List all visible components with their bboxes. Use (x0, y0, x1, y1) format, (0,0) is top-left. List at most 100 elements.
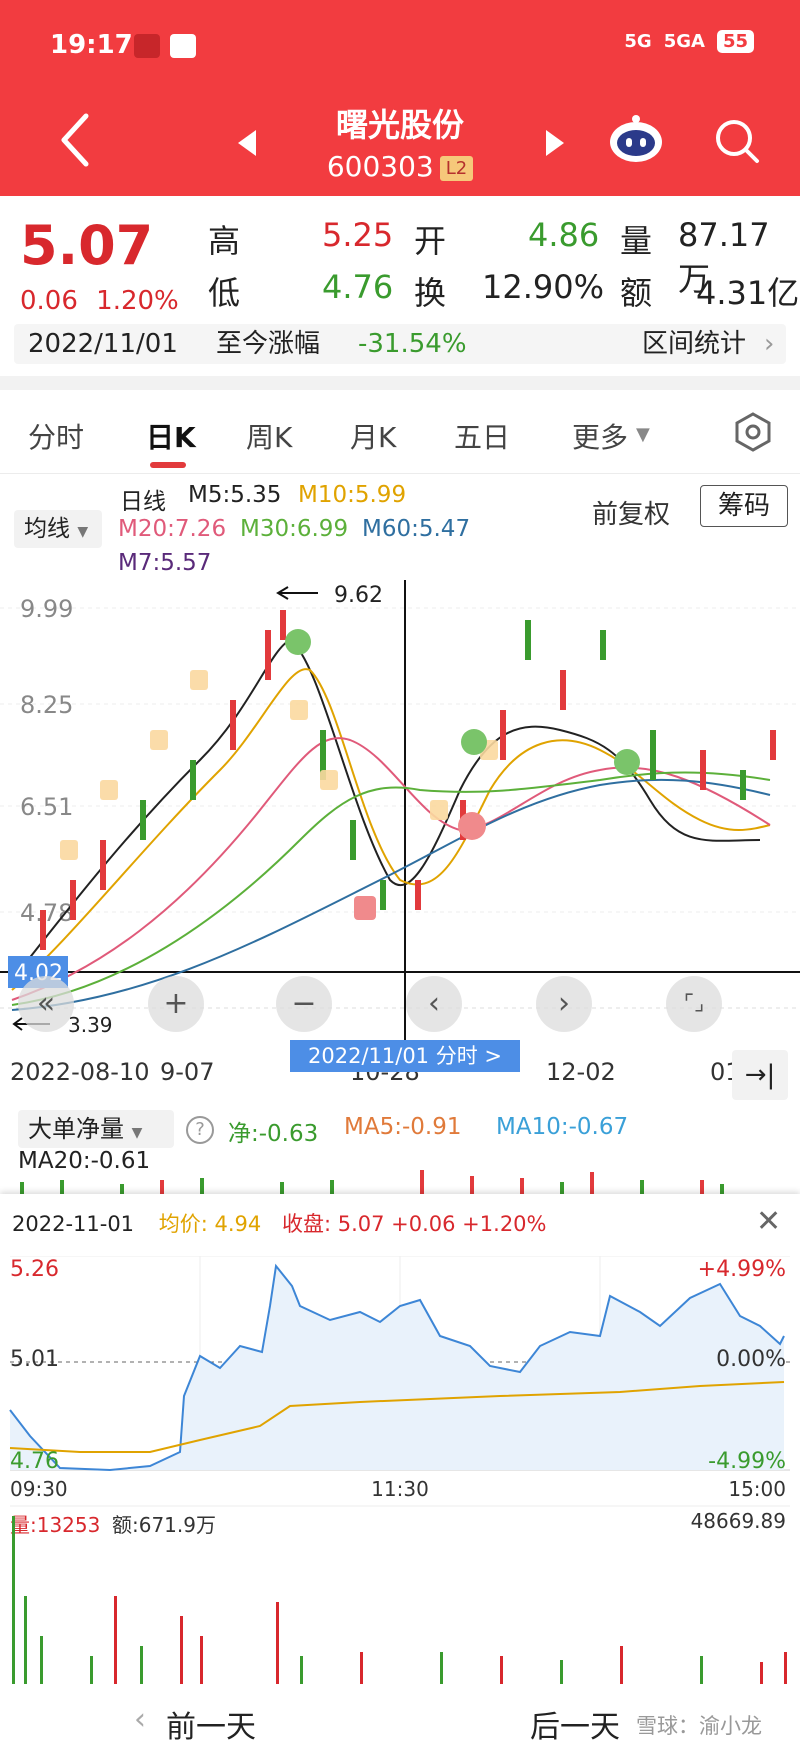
watermark: 雪球：渝小龙 (636, 1714, 762, 1738)
ma30-value: M30:6.99 (240, 516, 349, 542)
amount-value: 4.31亿 (696, 274, 800, 312)
arrow-left-icon (276, 586, 289, 600)
since-label: 至今涨幅 (216, 329, 321, 359)
turnover-value: 12.90% (482, 268, 605, 306)
low-label: 低 (208, 274, 241, 312)
prev-stock-icon[interactable] (238, 130, 256, 156)
zoom-out-button[interactable]: − (276, 976, 332, 1032)
stock-name: 曙光股份 (335, 106, 464, 144)
chip-distribution-button[interactable]: 筹码 (700, 485, 788, 527)
divider (0, 376, 800, 390)
pct-mid: 0.00% (716, 1347, 786, 1372)
kline-chart[interactable]: 9.99 8.25 6.51 4.78 9.62 4.02 3.39 (0, 580, 800, 1040)
ma5-value: MA5:-0.91 (344, 1114, 462, 1140)
sequence-marker (285, 629, 311, 655)
ma60-line (11, 778, 771, 1011)
tab-weekly-k[interactable]: 周K (246, 421, 293, 454)
volume-max: 48669.89 (691, 1509, 786, 1533)
cursor-date-pill[interactable]: 2022/11/01 分时 > (290, 1040, 520, 1072)
y-label: 9.99 (20, 595, 73, 623)
ma20-line (11, 737, 771, 1001)
open-label: 开 (414, 222, 447, 260)
high-label: 高 (208, 222, 241, 260)
y-bot: 4.76 (10, 1449, 59, 1474)
range-bar[interactable]: 2022/11/01 至今涨幅 -31.54% 区间统计 › (14, 324, 786, 364)
period-tabs: 分时 日K 周K 月K 五日 更多 ▼ (0, 394, 800, 474)
stock-code-row: 600303 L2 (0, 150, 800, 183)
x-axis-label: 9-07 (160, 1058, 215, 1086)
range-date: 2022/11/01 (28, 329, 178, 359)
help-icon[interactable]: ? (186, 1116, 214, 1144)
search-icon[interactable] (712, 116, 762, 166)
indicator-selector[interactable]: 大单净量 ▼ (18, 1110, 174, 1148)
high-value: 5.25 (322, 216, 394, 254)
status-indicators: 5G 5GA 55 (624, 30, 754, 53)
stock-app-icon (134, 34, 160, 58)
ma-selector[interactable]: 均线 ▼ (14, 510, 102, 548)
change-value: 0.06 (20, 286, 78, 316)
sequence-marker (354, 896, 376, 920)
close-label: 收盘: (281, 1212, 332, 1236)
y-mid: 5.01 (10, 1347, 59, 1372)
chevron-down-icon: ▼ (131, 1125, 143, 1141)
rewind-button[interactable]: « (18, 976, 74, 1032)
close-icon[interactable]: ✕ (756, 1204, 782, 1239)
ma10-line (11, 668, 771, 991)
prev-day-button[interactable]: 前一天 (166, 1710, 256, 1745)
chevron-left-icon: ‹ (134, 1702, 146, 1737)
next-stock-icon[interactable] (546, 130, 564, 156)
app-header: 19:17 5G 5GA 55 曙光股份 600303 L2 (0, 0, 800, 196)
avg-price-line (9, 1381, 785, 1453)
ma-selector-label: 均线 (24, 516, 70, 542)
ma5-value: M5:5.35 (188, 482, 282, 508)
robot-assistant-icon[interactable] (608, 114, 664, 164)
price-change: 0.06 1.20% (20, 286, 179, 316)
min-price-label: 3.39 (68, 1013, 113, 1037)
ma10-value: MA10:-0.67 (496, 1114, 629, 1140)
daily-line-label: 日线 (120, 489, 166, 515)
avg-value: 4.94 (214, 1212, 262, 1236)
avg-label: 均价: (158, 1212, 208, 1236)
tab-monthly-k[interactable]: 月K (350, 421, 397, 454)
adjust-mode[interactable]: 前复权 (592, 500, 671, 530)
level2-badge[interactable]: L2 (439, 155, 474, 181)
tab-more[interactable]: 更多 (572, 421, 629, 454)
active-tab-indicator (150, 462, 186, 468)
status-time: 19:17 (50, 30, 133, 60)
day-navigation: ‹ 前一天 后一天 雪球：渝小龙 (0, 1684, 800, 1760)
settings-icon[interactable] (733, 412, 773, 452)
network-5g: 5G (624, 31, 652, 52)
range-stats-link[interactable]: 区间统计 (642, 329, 747, 359)
tab-daily-k[interactable]: 日K (146, 421, 196, 454)
volume-bars (12, 1516, 703, 1686)
zoom-in-button[interactable]: + (148, 976, 204, 1032)
back-icon[interactable] (56, 110, 96, 170)
ma20-value: M20:7.26 (118, 516, 227, 542)
tab-intraday[interactable]: 分时 (28, 421, 85, 454)
jump-to-latest-icon[interactable]: →| (732, 1050, 788, 1100)
y-label: 6.51 (20, 793, 73, 821)
next-day-button[interactable]: 后一天 (530, 1710, 620, 1745)
x-axis-label: 2022-08-10 (10, 1058, 150, 1086)
ma60-value: M60:5.47 (362, 516, 471, 542)
volume-value: 87.17万 (678, 216, 770, 298)
sequential-markers (60, 670, 498, 860)
time-label: 15:00 (728, 1477, 786, 1501)
tab-five-day[interactable]: 五日 (454, 421, 511, 454)
volume-label: 量 (620, 222, 653, 260)
net-value: 净:-0.63 (228, 1121, 319, 1147)
amount-label: 额 (620, 274, 653, 312)
ma30-line (11, 771, 771, 1006)
max-price-label: 9.62 (334, 583, 383, 608)
x-axis-label: 12-02 (546, 1058, 616, 1086)
bigorder-bars (20, 1170, 724, 1194)
volume-bars-up (114, 1596, 787, 1686)
time-label: 09:30 (10, 1477, 68, 1501)
volume-label: 量:13253 (10, 1513, 100, 1537)
move-right-button[interactable]: › (536, 976, 592, 1032)
intraday-chart[interactable]: 5.26 5.01 4.76 +4.99% 0.00% -4.99% 09:30… (0, 1256, 800, 1686)
chevron-down-icon: ▼ (636, 424, 650, 445)
move-left-button[interactable]: ‹ (406, 976, 462, 1032)
close-value: 5.07 +0.06 +1.20% (337, 1212, 547, 1236)
fullscreen-button[interactable]: ⌜⌟ (666, 976, 722, 1032)
